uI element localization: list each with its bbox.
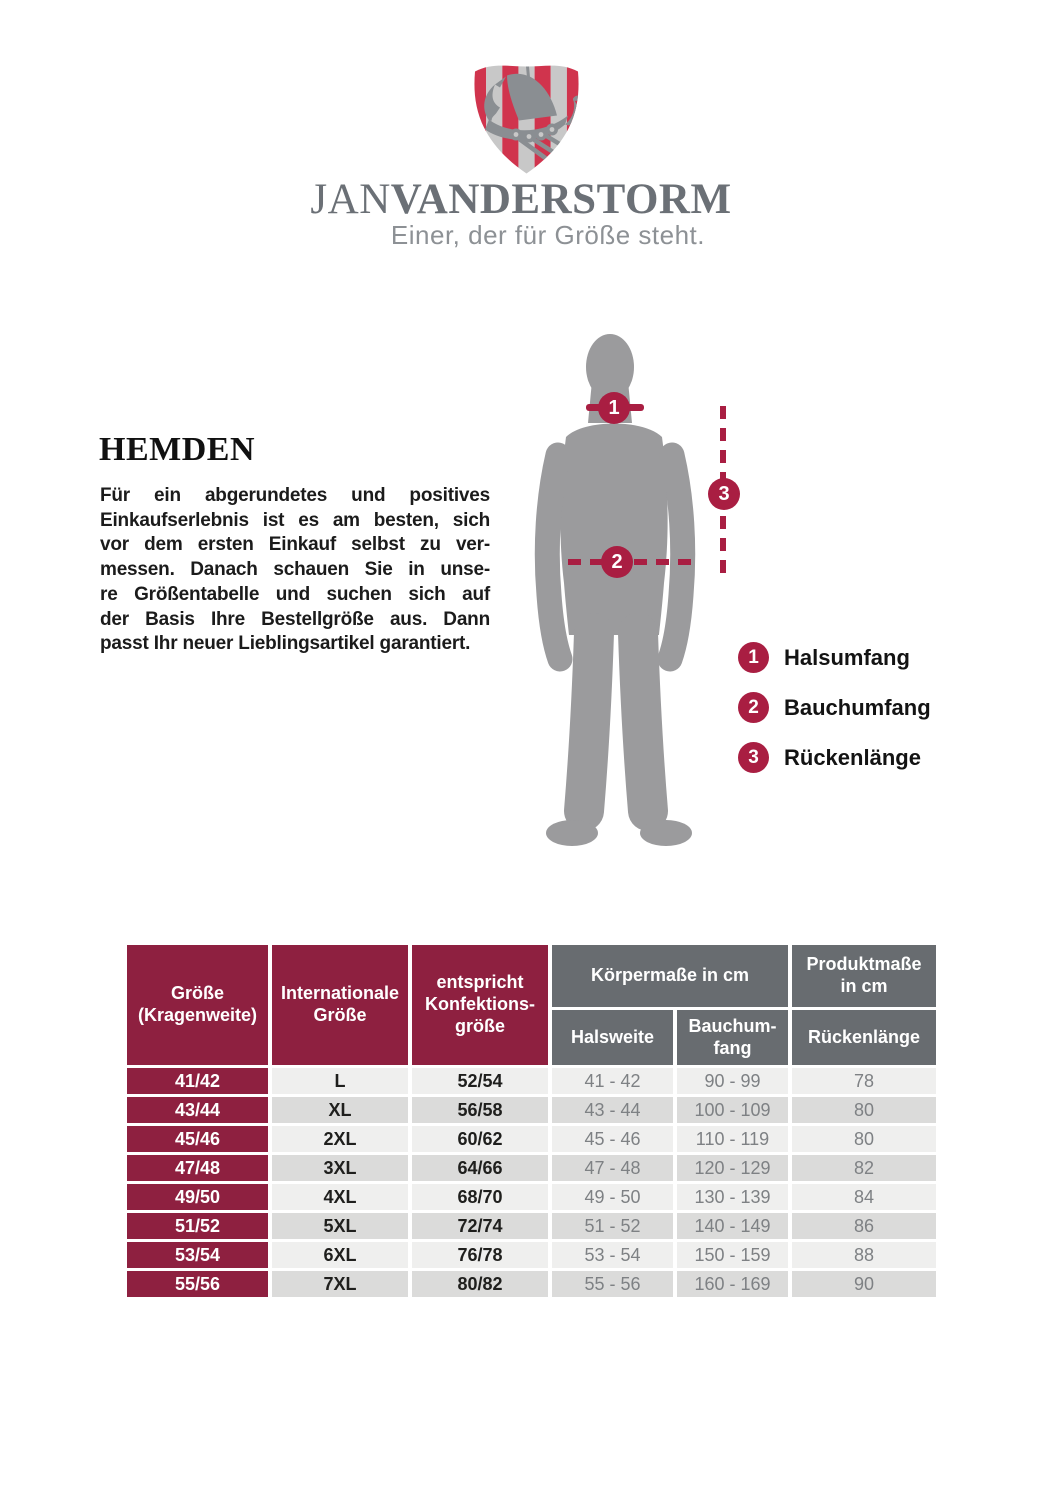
brand-name: JANVANDERSTORM: [0, 178, 1042, 221]
table-cell: 100 - 109: [677, 1097, 788, 1123]
table-cell: 56/58: [412, 1097, 548, 1123]
col-header-konfektionsgroesse: entspricht Konfektions- größe: [412, 945, 548, 1065]
table-cell: 150 - 159: [677, 1242, 788, 1268]
measurement-legend: 1 Halsumfang 2 Bauchumfang 3 Rückenlänge: [738, 642, 931, 792]
table-cell: 47/48: [127, 1155, 268, 1181]
legend-2-badge: 2: [738, 692, 769, 723]
table-cell: 80: [792, 1097, 936, 1123]
table-cell: 45/46: [127, 1126, 268, 1152]
table-cell: 53/54: [127, 1242, 268, 1268]
group-header-produktmasse: Produktmaße in cm: [792, 945, 936, 1007]
sub-header-bauchumfang: Bauchum- fang: [677, 1010, 788, 1065]
table-cell: 60/62: [412, 1126, 548, 1152]
col-header-groesse-kragenweite: Größe (Kragenweite): [127, 945, 268, 1065]
intro-paragraph: Für ein abgerundetes und positives Einka…: [100, 484, 490, 657]
table-cell: 130 - 139: [677, 1184, 788, 1210]
table-cell: 5XL: [272, 1213, 408, 1239]
table-cell: 90 - 99: [677, 1068, 788, 1094]
table-cell: 45 - 46: [552, 1126, 673, 1152]
brand-name-jan: JAN: [310, 176, 391, 223]
table-cell: 4XL: [272, 1184, 408, 1210]
table-cell: 7XL: [272, 1271, 408, 1297]
brand-name-vanderstorm: VANDERSTORM: [390, 176, 732, 223]
paragraph-line: Einkaufserlebnis ist es am besten, sich: [100, 509, 490, 531]
table-cell: 160 - 169: [677, 1271, 788, 1297]
male-silhouette: [534, 334, 696, 846]
table-cell: 86: [792, 1213, 936, 1239]
table-cell: 49 - 50: [552, 1184, 673, 1210]
paragraph-line: der Basis Ihre Bestellgröße aus. Dann: [100, 608, 490, 630]
table-cell: 64/66: [412, 1155, 548, 1181]
waist-measure-line: [568, 559, 700, 565]
table-cell: 49/50: [127, 1184, 268, 1210]
table-cell: 6XL: [272, 1242, 408, 1268]
table-cell: 3XL: [272, 1155, 408, 1181]
legend-1-label: Halsumfang: [784, 644, 910, 670]
paragraph-line: re Größentabelle und suchen sich auf: [100, 583, 490, 605]
table-cell: 78: [792, 1068, 936, 1094]
table-cell: 120 - 129: [677, 1155, 788, 1181]
table-cell: 72/74: [412, 1213, 548, 1239]
table-cell: 51 - 52: [552, 1213, 673, 1239]
marker-1-badge: 1: [598, 392, 630, 424]
paragraph-line: passt Ihr neuer Lieblingsartikel garanti…: [100, 633, 471, 655]
table-cell: 76/78: [412, 1242, 548, 1268]
table-cell: 140 - 149: [677, 1213, 788, 1239]
table-cell: 84: [792, 1184, 936, 1210]
table-cell: XL: [272, 1097, 408, 1123]
marker-2-badge: 2: [601, 546, 633, 578]
table-cell: 110 - 119: [677, 1126, 788, 1152]
table-cell: 80: [792, 1126, 936, 1152]
paragraph-line: Für ein abgerundetes und positives: [100, 485, 490, 506]
size-table: Größe (Kragenweite) Internationale Größe…: [127, 945, 936, 1297]
legend-item-halsumfang: 1 Halsumfang: [738, 642, 931, 673]
sub-header-rueckenlaenge: Rückenlänge: [792, 1010, 936, 1065]
legend-item-rueckenlaenge: 3 Rückenlänge: [738, 742, 931, 773]
legend-2-label: Bauchumfang: [784, 694, 931, 720]
table-cell: 51/52: [127, 1213, 268, 1239]
marker-3-badge: 3: [708, 478, 740, 510]
legend-item-bauchumfang: 2 Bauchumfang: [738, 692, 931, 723]
table-cell: 41 - 42: [552, 1068, 673, 1094]
table-cell: 55 - 56: [552, 1271, 673, 1297]
paragraph-line: vor dem ersten Einkauf selbst zu ver-: [100, 534, 490, 556]
table-cell: 88: [792, 1242, 936, 1268]
table-cell: 52/54: [412, 1068, 548, 1094]
brand-shield-logo: [474, 65, 579, 174]
group-header-koerpermasse: Körpermaße in cm: [552, 945, 788, 1007]
table-cell: 41/42: [127, 1068, 268, 1094]
table-cell: 90: [792, 1271, 936, 1297]
table-cell: 43/44: [127, 1097, 268, 1123]
table-cell: 55/56: [127, 1271, 268, 1297]
legend-3-label: Rückenlänge: [784, 744, 921, 770]
legend-3-badge: 3: [738, 742, 769, 773]
table-cell: 80/82: [412, 1271, 548, 1297]
paragraph-line: messen. Danach schauen Sie in unse-: [100, 559, 490, 581]
table-cell: 43 - 44: [552, 1097, 673, 1123]
legend-1-badge: 1: [738, 642, 769, 673]
page-title: HEMDEN: [99, 431, 255, 468]
sub-header-halsweite: Halsweite: [552, 1010, 673, 1065]
table-cell: 53 - 54: [552, 1242, 673, 1268]
table-cell: 47 - 48: [552, 1155, 673, 1181]
col-header-internationale-groesse: Internationale Größe: [272, 945, 408, 1065]
table-cell: L: [272, 1068, 408, 1094]
table-cell: 2XL: [272, 1126, 408, 1152]
table-cell: 68/70: [412, 1184, 548, 1210]
brand-tagline: Einer, der für Größe steht.: [390, 220, 705, 250]
table-cell: 82: [792, 1155, 936, 1181]
